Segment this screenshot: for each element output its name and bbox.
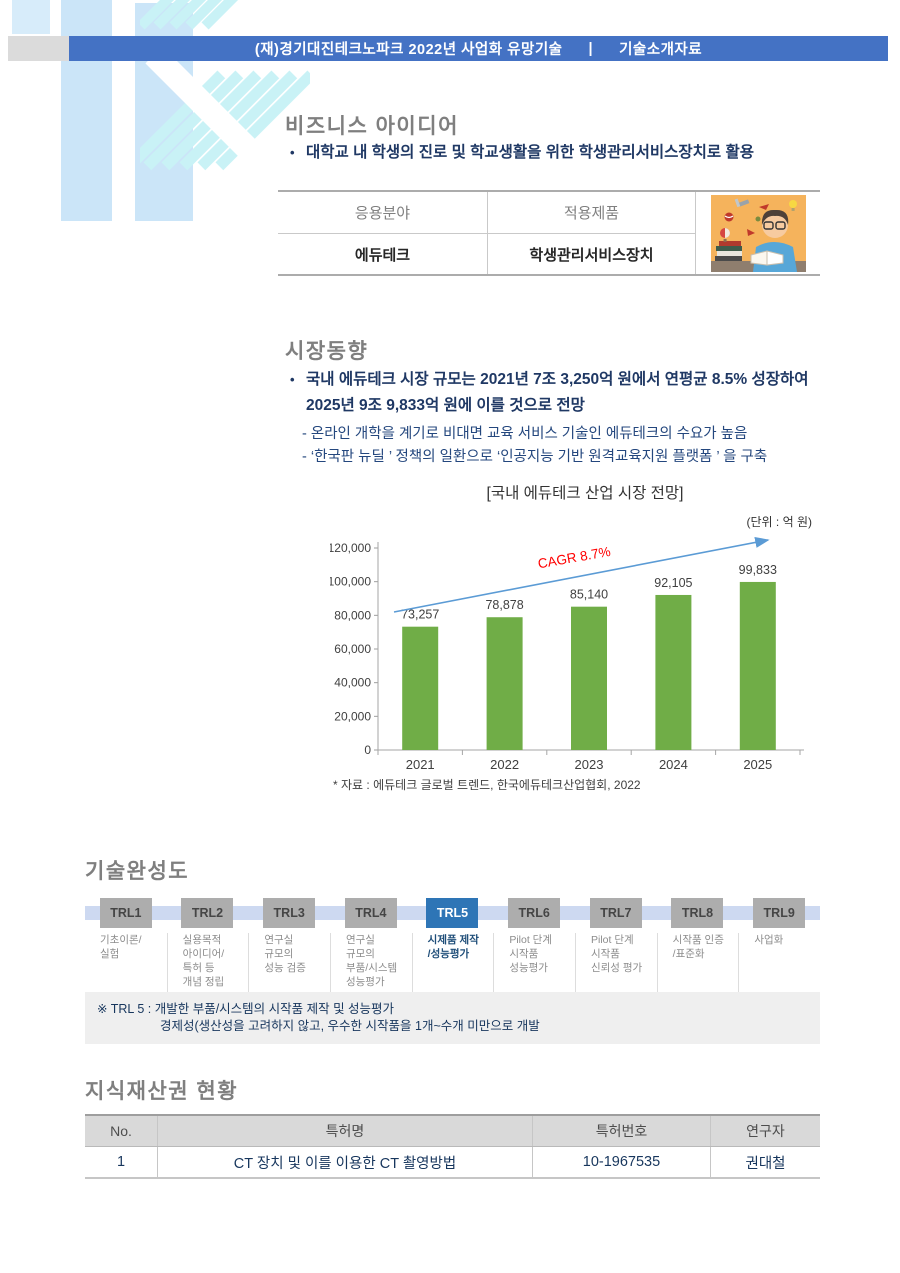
svg-text:60,000: 60,000 [334,642,371,656]
header-title-right: 기술소개자료 [619,42,703,58]
ip-table-row: 1 CT 장치 및 이를 이용한 CT 촬영방법 10-1967535 권대철 [85,1147,820,1177]
application-field-header: 응용분야 [278,192,487,234]
trl-note-box: ※ TRL 5 : 개발한 부품/시스템의 시작품 제작 및 성능평가 경제성(… [85,992,820,1044]
business-idea-bullet-text: 대학교 내 학생의 진로 및 학교생활을 위한 학생관리서비스장치로 활용 [306,144,754,161]
trl-step-trl4: TRL4 [344,898,397,928]
trl-step-trl6: TRL6 [508,898,561,928]
decorative-square [12,0,50,34]
trl-step-trl8: TRL8 [671,898,724,928]
svg-text:0: 0 [364,743,371,757]
chart-source-note: * 자료 : 에듀테크 글로벌 트렌드, 한국에듀테크산업협회, 2022 [333,778,641,792]
ip-cell: 1 [116,1154,126,1170]
svg-text:[국내 에듀테크 산업 시장 전망]: [국내 에듀테크 산업 시장 전망] [487,484,684,502]
market-bullet-line1: 국내 에듀테크 시장 규모는 2021년 7조 3,250억 원에서 연평균 8… [306,371,809,388]
ip-heading: 지식재산권 현황 [85,1080,239,1103]
svg-text:CAGR 8.7%: CAGR 8.7% [537,544,612,572]
trl-desc-trl6: Pilot 단계 시작품 성능평가 [493,933,575,993]
header-divider: | [588,40,594,57]
bullet-marker: • [290,372,295,387]
applied-product-header: 적용제품 [488,192,695,234]
student-studying-illustration [710,194,806,272]
trl-step-trl9: TRL9 [753,898,806,928]
svg-text:78,878: 78,878 [485,598,523,612]
diagonal-stripes-decoration [140,0,310,184]
ip-cell: CT 장치 및 이를 이용한 CT 촬영방법 [157,1147,532,1177]
applied-product-column: 적용제품 학생관리서비스장치 [488,192,696,274]
ip-cell: 10-1967535 [532,1147,710,1177]
trl-desc-trl5: 시제품 제작 /성능평가 [411,933,494,993]
application-table: 응용분야 에듀테크 적용제품 학생관리서비스장치 [278,190,820,276]
trl-note-line1: ※ TRL 5 : 개발한 부품/시스템의 시작품 제작 및 성능평가 [97,1002,395,1016]
svg-text:100,000: 100,000 [330,575,371,589]
trl-boxes-row: TRL1 TRL2 TRL3 TRL4 TRL5 TRL6 TRL7 TRL8 TRL9 [85,898,820,928]
trl-step-trl7: TRL7 [589,898,642,928]
svg-text:73,257: 73,257 [401,608,439,622]
trl-step-trl3: TRL3 [263,898,316,928]
market-forecast-bar-chart: [국내 에듀테크 산업 시장 전망] (단위 : 억 원) 0 20,000 40,00… [328,484,813,772]
trl-desc-trl2: 실용목적 아이디어/ 특허 등 개념 정립 [166,933,249,993]
header-gray-block [8,36,69,61]
trl-step-trl5: TRL5 [426,898,479,928]
application-field-value: 에듀테크 [354,247,411,264]
application-field-column: 응용분야 에듀테크 [278,192,488,274]
ip-table: No. 특허명 특허번호 연구자 1 CT 장치 및 이를 이용한 CT 촬영방법 10-… [85,1114,820,1179]
market-trend-bullet: • 국내 에듀테크 시장 규모는 2021년 7조 3,250억 원에서 연평균… [290,367,850,419]
market-trend-bullet-text: 국내 에듀테크 시장 규모는 2021년 7조 3,250억 원에서 연평균 8… [306,367,809,419]
ip-cell: 권대철 [710,1147,820,1177]
market-trend-heading: 시장동향 [285,340,369,363]
header-title-left: (재)경기대진테크노파크 2022년 사업화 유망기술 [254,42,563,58]
trl-note-line2: 경제성(생산성을 고려하지 않고, 우수한 시작품을 1개~수개 미만으로 개발 [160,1019,540,1033]
svg-text:(단위 : 억 원): (단위 : 억 원) [747,515,813,529]
market-bullet-line2: 2025년 9조 9,833억 원에 이를 것으로 전망 [306,397,585,414]
market-forecast-chart: [국내 에듀테크 산업 시장 전망] (단위 : 억 원) 0 20,000 40,00… [328,482,870,782]
svg-text:85,140: 85,140 [570,588,608,602]
trl-desc-trl8: 시작품 인증 /표준화 [656,933,739,993]
business-idea-heading: 비즈니스 아이디어 [285,115,459,138]
trl-descriptions-row: 기초이론/ 실험 실용목적 아이디어/ 특허 등 개념 정립 연구실 규모의 성능 … [85,933,820,993]
bullet-marker: • [290,145,295,160]
market-trend-sub-bullets: - 온라인 개학을 계기로 비대면 교육 서비스 기술인 에듀테크의 수요가 높… [302,423,862,469]
svg-text:120,000: 120,000 [330,541,371,555]
svg-text:40,000: 40,000 [334,676,371,690]
svg-text:2024: 2024 [659,757,688,772]
business-idea-bullet: • 대학교 내 학생의 진로 및 학교생활을 위한 학생관리서비스장치로 활용 [290,140,835,166]
ip-column-header: 연구자 [710,1116,820,1146]
trl-desc-trl7: Pilot 단계 시작품 신뢰성 평가 [574,933,657,993]
ip-column-header: 특허명 [157,1116,532,1146]
trl-desc-trl3: 연구실 규모의 성능 검증 [248,933,330,993]
page-header-band: (재)경기대진테크노파크 2022년 사업화 유망기술 | 기술소개자료 [69,36,888,61]
trl-step-trl1: TRL1 [99,898,152,928]
ip-column-header: No. [110,1123,132,1139]
trl-desc-trl4: 연구실 규모의 부품/시스템 성능평가 [329,933,412,993]
ip-table-body: 1 CT 장치 및 이를 이용한 CT 촬영방법 10-1967535 권대철 [85,1147,820,1177]
ip-table-header-row: No. 특허명 특허번호 연구자 [85,1116,820,1147]
svg-text:80,000: 80,000 [334,608,371,622]
svg-text:2022: 2022 [490,757,519,772]
sub-bullet: - 온라인 개학을 계기로 비대면 교육 서비스 기술인 에듀테크의 수요가 높… [302,426,748,442]
svg-text:92,105: 92,105 [654,576,692,590]
trl-heading: 기술완성도 [85,860,190,883]
applied-product-value: 학생관리서비스장치 [529,247,654,264]
decorative-bar [61,0,112,221]
trl-stepper: TRL1 TRL2 TRL3 TRL4 TRL5 TRL6 TRL7 TRL8 TRL9 기초이… [85,898,820,993]
trl-step-trl2: TRL2 [181,898,234,928]
svg-text:2023: 2023 [575,757,604,772]
svg-text:20,000: 20,000 [334,709,371,723]
svg-text:2025: 2025 [743,757,772,772]
svg-text:2021: 2021 [406,757,435,772]
svg-text:99,833: 99,833 [739,563,777,577]
trl-desc-trl1: 기초이론/ 실험 [100,934,142,960]
illustration-cell [696,192,820,274]
sub-bullet: - ‘한국판 뉴딜 ’ 정책의 일환으로 ‘인공지능 기반 원격교육지원 플랫폼… [302,449,768,465]
ip-column-header: 특허번호 [532,1116,710,1146]
trl-desc-trl9: 사업화 [738,933,820,993]
